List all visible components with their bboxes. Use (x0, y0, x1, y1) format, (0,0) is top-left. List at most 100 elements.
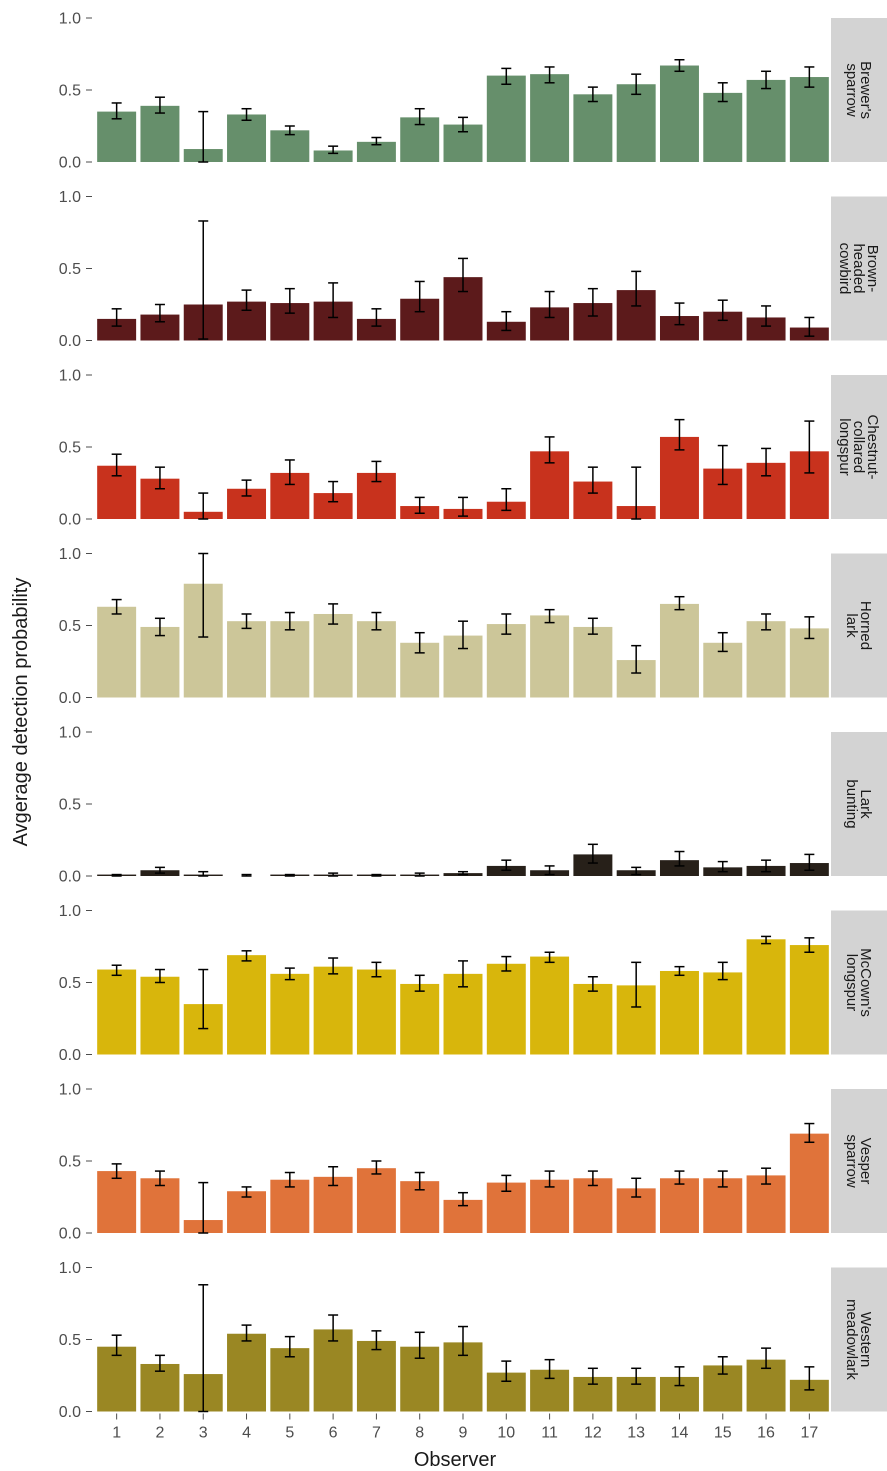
bar (356, 969, 396, 1055)
bar (140, 976, 180, 1055)
error-bar (717, 961, 728, 981)
x-tick-label: 3 (199, 1425, 208, 1442)
error-bar (631, 866, 642, 876)
facet-strip-line: headed (850, 243, 867, 293)
error-bar (154, 96, 165, 114)
error-bar (371, 611, 382, 631)
error-bar (111, 308, 122, 327)
bar (659, 860, 699, 876)
error-bar (717, 299, 728, 322)
facet-strip (831, 553, 887, 698)
x-tick-label: 11 (541, 1425, 558, 1442)
error-bar (414, 974, 425, 992)
error-bar (804, 316, 815, 337)
x-tick-label: 4 (242, 1425, 251, 1442)
y-tick-label: 1.0 (59, 1260, 81, 1277)
bar (573, 94, 613, 162)
bar (97, 318, 137, 341)
bar (313, 150, 353, 162)
error-bar (674, 850, 685, 867)
error-bar (587, 843, 598, 864)
error-bar (198, 870, 209, 877)
bar (356, 318, 396, 341)
bar (356, 1168, 396, 1233)
bar (140, 1178, 180, 1233)
error-bar (241, 1324, 252, 1342)
facet-strip-line: sparrow (843, 1134, 860, 1188)
x-tick-label: 8 (415, 1425, 424, 1442)
error-bar (674, 1366, 685, 1387)
bar (97, 969, 137, 1055)
error-bar (761, 859, 772, 873)
facet-strip (831, 1089, 887, 1233)
bar (703, 972, 743, 1055)
facet-strip (831, 910, 887, 1055)
x-axis: 1 2 3 4 5 6 7 8 9 10 11 12 13 14 15 16 17 (112, 1413, 818, 1442)
error-bar (414, 872, 425, 877)
y-tick-label: 0.5 (59, 797, 81, 814)
error-bar (631, 73, 642, 96)
error-bar (804, 616, 815, 640)
error-bar (674, 965, 685, 977)
error-bar (501, 67, 512, 85)
facet-strip-line: Vesper (857, 1138, 874, 1185)
bar (789, 1133, 829, 1233)
bar (789, 628, 829, 698)
error-bar (674, 59, 685, 73)
error-bar (458, 1191, 468, 1207)
bar (616, 84, 656, 162)
error-bar (804, 937, 815, 954)
y-tick-label: 1.0 (59, 903, 81, 920)
bar (227, 621, 267, 698)
error-bar (761, 1167, 772, 1185)
y-tick-label: 0.5 (59, 1154, 81, 1171)
y-tick-label: 1.0 (59, 1082, 81, 1099)
error-bar (631, 1177, 642, 1198)
bar (97, 111, 137, 162)
bar (530, 956, 570, 1055)
error-bar (631, 644, 642, 674)
y-tick-label: 0.5 (59, 83, 81, 100)
error-bar (587, 287, 598, 317)
error-bar (501, 613, 512, 635)
bar (486, 624, 526, 698)
error-bar (241, 479, 252, 497)
bar (97, 1171, 137, 1233)
error-bar (501, 1360, 512, 1383)
facet-panel: 0.0 0.5 1.0 McCown'slongspur (59, 903, 887, 1064)
bar (270, 1348, 310, 1412)
error-bar (587, 1367, 598, 1385)
y-tick-label: 0.5 (59, 1332, 81, 1349)
error-bar (154, 466, 165, 490)
y-axis-title: Avgerage detection probability (10, 578, 32, 847)
error-bar (154, 866, 165, 874)
bar (659, 1178, 699, 1233)
bar (356, 141, 396, 162)
error-bar (284, 125, 295, 136)
error-bar (458, 960, 468, 988)
error-bar (111, 964, 122, 977)
bar (97, 606, 137, 698)
error-bar (761, 935, 772, 945)
error-bar (414, 280, 425, 313)
error-bar (198, 552, 209, 638)
y-tick-label: 0.5 (59, 440, 81, 457)
facet-strip-line: Horned (857, 601, 874, 650)
error-bar (284, 459, 295, 486)
facet-strip-line: Lark (857, 789, 874, 819)
x-tick-label: 14 (671, 1425, 689, 1442)
error-bar (674, 1170, 685, 1185)
error-bar (111, 1163, 122, 1180)
error-bar (544, 1358, 555, 1380)
error-bar (111, 873, 122, 877)
error-bar (414, 496, 425, 514)
facet-strip-line: longspur (836, 418, 853, 476)
facets-layer: 0.00.51.0Brewer'ssparrow0.00.51.0Brown-h… (59, 11, 887, 1421)
error-bar (284, 611, 295, 631)
facet-strip (831, 732, 887, 876)
facet-panel: 0.0 0.5 1.0 Vespersparrow (59, 1082, 887, 1243)
error-bar (371, 136, 382, 146)
error-bar (111, 453, 122, 477)
error-bar (284, 287, 295, 314)
error-bar (328, 957, 339, 975)
